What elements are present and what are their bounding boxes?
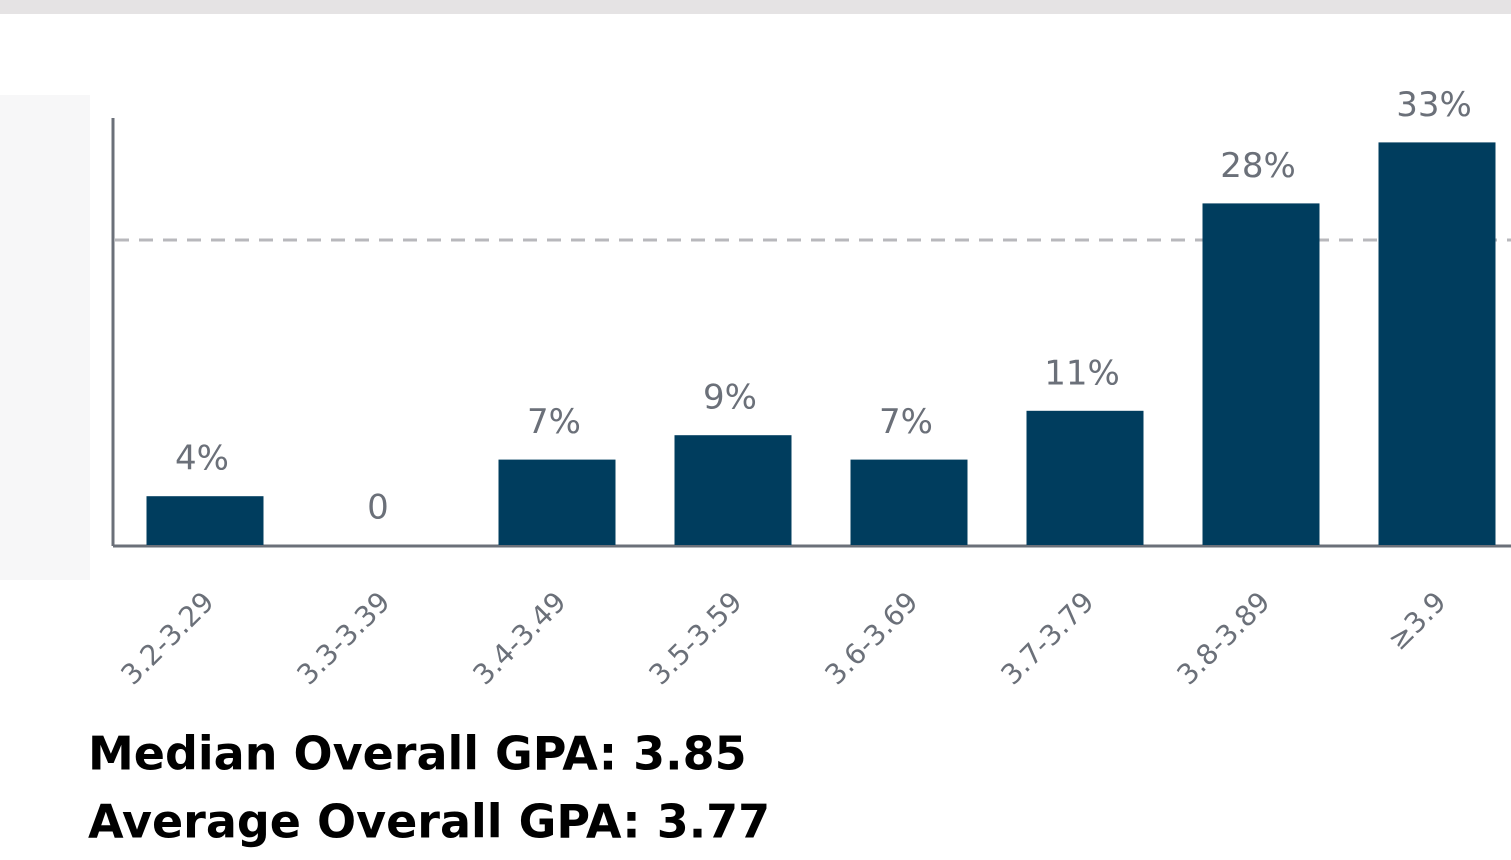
value-label: 11%: [1044, 353, 1120, 393]
x-tick-label: 3.6-3.69: [819, 585, 925, 691]
bar: [498, 459, 616, 545]
x-tick-label: 3.7-3.79: [995, 585, 1101, 691]
value-label: 9%: [703, 378, 757, 418]
bar: [1202, 203, 1320, 545]
x-tick-label: 3.4-3.49: [467, 585, 573, 691]
median-stat: Median Overall GPA: 3.85: [88, 727, 747, 781]
value-label: 4%: [175, 439, 229, 479]
bar: [146, 496, 264, 545]
bar: [1378, 142, 1496, 545]
x-tick-label: ≥3.9: [1381, 585, 1452, 656]
value-label: 7%: [879, 402, 933, 442]
value-label: 0: [367, 488, 389, 528]
x-tick-label: 3.8-3.89: [1171, 585, 1277, 691]
value-label: 28%: [1220, 146, 1296, 186]
bar: [674, 435, 792, 545]
x-tick-label: 3.2-3.29: [115, 585, 221, 691]
bar: [1026, 410, 1144, 545]
average-stat: Average Overall GPA: 3.77: [88, 795, 770, 849]
value-label: 33%: [1396, 85, 1472, 125]
bar: [850, 459, 968, 545]
x-tick-label: 3.3-3.39: [291, 585, 397, 691]
value-label: 7%: [527, 402, 581, 442]
side-panel: [0, 95, 90, 580]
top-bar: [0, 0, 1511, 14]
x-tick-label: 3.5-3.59: [643, 585, 749, 691]
